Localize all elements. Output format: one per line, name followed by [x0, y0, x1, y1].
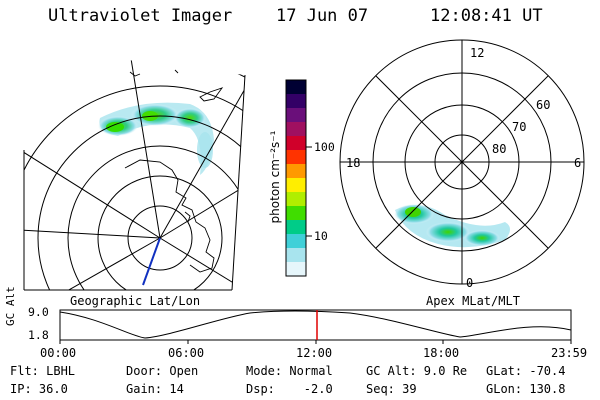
aurora-emission-left	[98, 102, 214, 175]
timeline-x-tick: 12:00	[296, 346, 333, 360]
status-glat: GLat: -70.4	[486, 364, 566, 378]
timeline-x-tick: 00:00	[40, 346, 77, 360]
mlt-label-12: 12	[470, 46, 485, 60]
colorbar-segment	[286, 220, 306, 235]
status-gc-alt: GC Alt: 9.0 Re	[366, 364, 468, 378]
timeline-x-tick: 18:00	[423, 346, 460, 360]
colorbar	[285, 79, 312, 277]
colorbar-segment	[286, 80, 306, 95]
colorbar-segment	[286, 150, 306, 165]
polar-mlat-mlt-plot	[339, 39, 585, 285]
colorbar-segment	[286, 94, 306, 109]
status-dsp: Dsp: -2.0	[246, 382, 333, 396]
status-gain: Gain: 14	[126, 382, 184, 396]
header-time: 12:08:41 UT	[430, 6, 543, 26]
status-mode: Mode: Normal	[246, 364, 333, 378]
colorbar-segment	[286, 262, 306, 277]
colorbar-tick-100: 100	[314, 140, 335, 154]
mlt-label-18: 18	[346, 156, 361, 170]
header-date: 17 Jun 07	[276, 6, 369, 26]
colorbar-segment	[286, 178, 306, 193]
status-ip: IP: 36.0	[10, 382, 68, 396]
colorbar-tick-10: 10	[314, 229, 328, 243]
timeline-y-tick-high: 9.0	[28, 305, 49, 319]
colorbar-segment	[286, 108, 306, 123]
aurora-emission-right	[394, 204, 510, 248]
colorbar-unit-label: photon cm⁻²s⁻¹	[268, 130, 282, 224]
status-glon: GLon: 130.8	[486, 382, 566, 396]
colorbar-segment	[286, 136, 306, 151]
mlt-label-6: 6	[574, 156, 582, 170]
status-door: Door: Open	[126, 364, 199, 378]
colorbar-segment	[286, 234, 306, 249]
timeline-y-tick-low: 1.8	[28, 328, 49, 342]
mlt-label-0: 0	[466, 276, 474, 290]
colorbar-segment	[286, 122, 306, 137]
app-title: Ultraviolet Imager	[48, 6, 233, 26]
mlat-label-80: 80	[492, 142, 507, 156]
colorbar-segment	[286, 164, 306, 179]
timeline-x-tick: 06:00	[168, 346, 205, 360]
geographic-map	[23, 60, 246, 291]
status-seq: Seq: 39	[366, 382, 417, 396]
orbit-altitude-timeline	[59, 309, 572, 344]
mlat-label-60: 60	[536, 98, 551, 112]
colorbar-segment	[286, 192, 306, 207]
timeline-x-tick: 23:59	[551, 346, 588, 360]
status-filter: Flt: LBHL	[10, 364, 76, 378]
right-panel-caption: Apex MLat/MLT	[426, 294, 520, 308]
colorbar-segment	[286, 206, 306, 221]
mlat-label-70: 70	[512, 120, 527, 134]
colorbar-segment	[286, 248, 306, 263]
left-panel-caption: Geographic Lat/Lon	[70, 294, 201, 308]
timeline-y-label: GC Alt	[4, 286, 17, 326]
